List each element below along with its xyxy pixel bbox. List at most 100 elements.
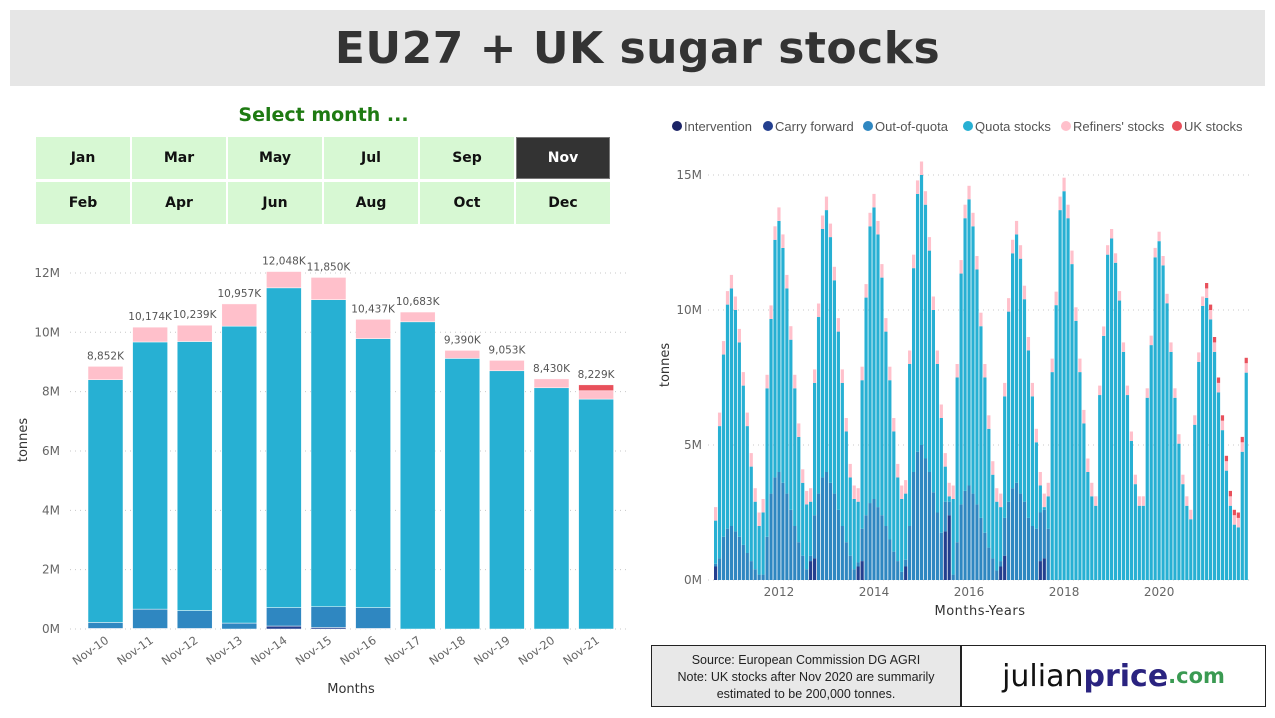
bar-segment-refiners: [1070, 250, 1074, 265]
bar-segment-out-of-quota: [856, 562, 860, 567]
bar-segment-out-of-quota: [1030, 526, 1034, 580]
bar-segment-refiners: [1022, 285, 1027, 300]
month-button-nov[interactable]: Nov: [516, 137, 610, 179]
bar-segment-out-of-quota: [1046, 528, 1050, 580]
bar-segment-out-of-quota: [805, 569, 809, 580]
bar-segment-quota: [848, 477, 852, 556]
month-button-mar[interactable]: Mar: [132, 137, 226, 179]
y-tick-label: 10M: [676, 303, 702, 317]
bar-segment-out-of-quota: [1007, 501, 1011, 580]
slicer-title: Select month ...: [238, 104, 409, 126]
bar-segment-refiners: [1173, 388, 1177, 398]
bar-segment-quota: [991, 474, 995, 559]
bar-segment-refiners: [1046, 482, 1050, 497]
bar-segment-refiners: [844, 418, 848, 432]
month-button-dec[interactable]: Dec: [516, 182, 610, 224]
bar-segment-out-of-quota: [781, 482, 785, 580]
bar-segment-quota: [1236, 527, 1240, 580]
bar-segment-quota: [963, 218, 967, 491]
bar-segment-refiners: [1003, 382, 1007, 397]
bar-segment-refiners: [1236, 517, 1240, 528]
bar-segment-uk: [1212, 337, 1217, 343]
bar-segment-quota: [753, 501, 757, 570]
bar-segment-refiners: [444, 350, 481, 359]
bar-segment-refiners: [836, 318, 840, 332]
bar-segment-quota: [868, 226, 872, 504]
bar-segment-out-of-quota: [912, 472, 916, 580]
x-tick-label: 2012: [764, 585, 795, 599]
legend-item-carry-forward: Carry forward: [775, 119, 854, 134]
bar-segment-out-of-quota: [864, 515, 868, 580]
y-tick-label: 2M: [42, 563, 60, 577]
page-title: EU27 + UK sugar stocks: [334, 22, 941, 74]
month-button-jul[interactable]: Jul: [324, 137, 418, 179]
bar-segment-out-of-quota: [872, 499, 876, 580]
data-label: 9,053K: [488, 344, 526, 356]
bar-segment-quota: [87, 379, 124, 623]
data-label: 10,683K: [396, 296, 441, 308]
bar-segment-quota: [1197, 361, 1201, 580]
month-button-jan[interactable]: Jan: [36, 137, 130, 179]
bar-segment-refiners: [729, 274, 734, 289]
bar-segment-refiners: [1121, 342, 1126, 352]
bar-segment-quota: [832, 280, 836, 494]
month-button-feb[interactable]: Feb: [36, 182, 130, 224]
bar-segment-quota: [959, 273, 963, 505]
bar-segment-out-of-quota: [868, 503, 872, 580]
bar-segment-refiners: [781, 234, 785, 248]
bar-segment-out-of-quota: [1011, 488, 1015, 580]
bar-segment-refiners: [860, 366, 864, 381]
month-button-may[interactable]: May: [228, 137, 322, 179]
bar-segment-refiners: [1038, 472, 1042, 486]
julianprice-logo[interactable]: julian price .com: [960, 645, 1266, 707]
bar-segment-refiners: [753, 488, 757, 502]
y-tick-label: 0M: [684, 573, 702, 587]
bar-segment-refiners: [221, 303, 258, 327]
bar-segment-refiners: [983, 364, 987, 378]
bar-segment-uk: [1236, 512, 1240, 518]
bar-segment-refiners: [1129, 431, 1133, 441]
bar-segment-refiners: [880, 264, 884, 278]
bar-segment-quota: [987, 428, 991, 548]
bar-segment-refiners: [919, 161, 924, 175]
bar-segment-refiners: [1212, 342, 1217, 352]
bar-segment-out-of-quota: [721, 536, 726, 580]
data-label: 11,850K: [307, 261, 352, 273]
bar-segment-refiners: [951, 485, 955, 499]
month-button-sep[interactable]: Sep: [420, 137, 514, 179]
bar-segment-carry-forward: [1003, 555, 1007, 580]
legend-item-intervention: Intervention: [684, 119, 752, 134]
bar-segment-refiners: [1209, 310, 1213, 320]
bar-segment-out-of-quota: [915, 451, 920, 580]
bar-segment-refiners: [761, 499, 765, 513]
bar-segment-quota: [1205, 297, 1209, 580]
x-tick-label: 2014: [859, 585, 890, 599]
month-button-oct[interactable]: Oct: [420, 182, 514, 224]
bar-segment-out-of-quota: [852, 569, 856, 580]
bar-segment-quota: [852, 499, 856, 570]
bar-segment-out-of-quota: [813, 515, 817, 559]
bar-segment-out-of-quota: [797, 542, 801, 580]
bar-segment-refiners: [1201, 296, 1205, 306]
x-tick-label: 2016: [954, 585, 985, 599]
bar-segment-refiners: [1149, 335, 1153, 346]
month-button-jun[interactable]: Jun: [228, 182, 322, 224]
month-button-apr[interactable]: Apr: [132, 182, 226, 224]
bar-segment-out-of-quota: [900, 571, 904, 580]
bar-segment-out-of-quota: [1022, 501, 1027, 580]
bar-segment-quota: [1201, 305, 1205, 580]
bar-segment-out-of-quota: [967, 485, 971, 580]
bar-segment-quota: [132, 341, 168, 610]
bar-segment-refiners: [789, 326, 793, 340]
bar-segment-quota: [1014, 234, 1019, 483]
month-button-aug[interactable]: Aug: [324, 182, 418, 224]
bar-segment-quota: [1082, 423, 1086, 580]
bar-segment-quota: [733, 310, 737, 532]
bar-segment-refiners: [1169, 342, 1173, 352]
bar-segment-uk: [1216, 377, 1221, 383]
bar-segment-quota: [836, 331, 840, 510]
y-tick-label: 10M: [34, 325, 60, 339]
bar-segment-out-of-quota: [725, 528, 730, 580]
bar-segment-quota: [1113, 262, 1118, 580]
